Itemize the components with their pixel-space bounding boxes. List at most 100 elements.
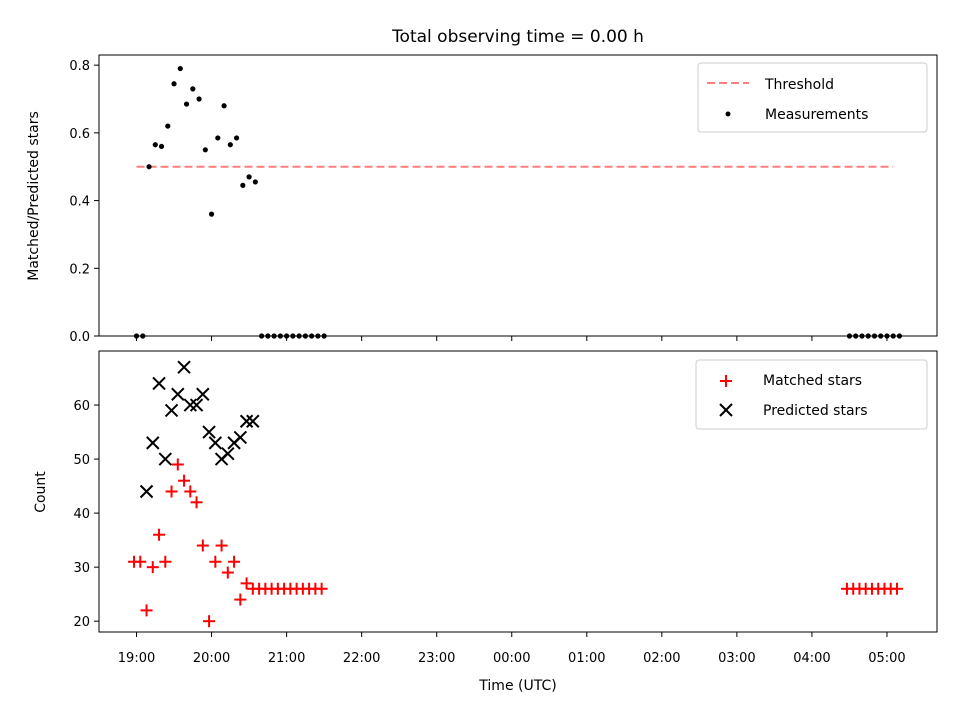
x-tick-label-7: 02:00 [643, 651, 680, 666]
matched-star-point-5 [159, 555, 172, 568]
x-tick-label-6: 01:00 [568, 651, 605, 666]
top-y-tick-label-0: 0.0 [69, 330, 90, 345]
measurement-point-14 [221, 103, 227, 109]
matched-star-point-17 [234, 593, 247, 606]
top-x-ticks [136, 336, 888, 341]
bottom-legend-box [695, 359, 928, 430]
matched-star-point-1 [134, 555, 147, 568]
bottom-axes-frame [98, 350, 938, 633]
predicted-star-point-7 [183, 398, 198, 412]
measurement-point-17 [240, 182, 246, 188]
measurement-point-16 [233, 135, 240, 141]
legend-threshold-label: Threshold [764, 77, 834, 93]
predicted-star-point-5 [171, 387, 185, 401]
bottom-y-tick-label-3: 50 [73, 453, 90, 468]
matched-star-point-14 [215, 539, 228, 552]
top-legend-box [697, 62, 928, 133]
measurement-point-6 [171, 81, 177, 87]
legend-matched-label: Matched stars [763, 373, 862, 389]
top-plot-content [133, 65, 903, 339]
bottom-y-axis-label: Count [33, 471, 49, 513]
x-tick-label-3: 22:00 [343, 651, 380, 666]
matched-star-point-39 [890, 582, 903, 595]
x-tick-label-9: 04:00 [793, 651, 830, 666]
bottom-legend: Matched stars Predicted stars [695, 359, 928, 430]
x-tick-label-8: 03:00 [718, 651, 755, 666]
predicted-star-point-0 [139, 484, 154, 499]
predicted-star-point-15 [233, 430, 248, 445]
x-axis-label: Time (UTC) [478, 678, 556, 694]
bottom-y-tick-label-4: 60 [73, 399, 90, 414]
predicted-star-point-9 [196, 387, 210, 401]
predicted-star-point-11 [208, 436, 223, 450]
x-tick-label-5: 00:00 [493, 651, 530, 666]
top-panel: 0.00.20.40.60.8 Matched/Predicted stars … [26, 54, 938, 345]
predicted-star-point-3 [158, 452, 172, 466]
top-y-tick-label-3: 0.6 [69, 127, 90, 142]
measurement-point-19 [252, 179, 258, 185]
matched-star-point-2 [140, 604, 153, 617]
measurement-point-2 [146, 164, 152, 170]
bottom-y-tick-label-0: 20 [73, 615, 90, 630]
chart-title: Total observing time = 0.00 h [391, 27, 644, 47]
x-tick-label-4: 23:00 [418, 651, 455, 666]
matched-star-point-4 [153, 528, 166, 541]
measurement-point-11 [202, 147, 208, 153]
x-tick-label-0: 19:00 [118, 651, 155, 666]
measurement-point-4 [158, 143, 165, 150]
top-y-tick-label-2: 0.4 [69, 195, 90, 210]
top-y-tick-label-1: 0.2 [69, 262, 90, 277]
x-tick-label-1: 20:00 [193, 651, 230, 666]
top-axes-frame [98, 54, 938, 337]
matched-star-point-9 [184, 485, 197, 498]
bottom-x-ticks: 19:00 20:00 21:00 22:00 23:00 00:00 01:00 02:00… [118, 632, 906, 666]
measurement-point-5 [165, 123, 171, 129]
top-legend: Threshold Measurements [697, 62, 928, 133]
measurement-point-12 [208, 211, 215, 217]
legend-predicted-label: Predicted stars [763, 403, 868, 419]
predicted-star-point-10 [202, 425, 216, 439]
measurement-point-8 [183, 101, 190, 107]
predicted-star-point-16 [239, 414, 254, 428]
matched-star-point-18 [240, 577, 253, 590]
x-tick-label-10: 05:00 [868, 651, 905, 666]
predicted-star-point-6 [177, 360, 191, 374]
predicted-star-point-1 [146, 436, 160, 450]
matched-star-point-11 [196, 539, 209, 552]
bottom-panel: 20 30 40 50 60 19:00 20:00 21:00 22:00 23:00 00:0… [33, 350, 938, 694]
measurement-point-18 [246, 174, 252, 180]
matched-star-point-10 [190, 496, 203, 509]
matched-star-point-7 [171, 458, 184, 471]
matched-star-point-6 [165, 485, 178, 498]
matched-star-point-15 [221, 566, 234, 579]
matched-star-point-13 [209, 555, 222, 568]
matched-star-point-30 [315, 582, 328, 595]
matched-star-point-12 [203, 615, 216, 628]
matched-star-point-16 [228, 555, 241, 568]
predicted-star-point-13 [221, 446, 235, 461]
top-y-tick-label-4: 0.8 [69, 59, 90, 74]
measurement-point-7 [177, 65, 183, 72]
measurement-point-13 [215, 135, 221, 141]
predicted-star-point-2 [152, 376, 166, 391]
bottom-y-ticks: 20 30 40 50 60 [73, 399, 99, 630]
matched-star-point-3 [146, 561, 159, 574]
measurement-point-10 [196, 96, 202, 102]
x-tick-label-2: 21:00 [268, 651, 305, 666]
top-y-axis-label: Matched/Predicted stars [26, 111, 42, 281]
legend-matched-marker [720, 375, 732, 387]
legend-measurements-label: Measurements [765, 107, 868, 123]
top-y-ticks: 0.0 0.2 0.4 0.6 0.8 [69, 59, 99, 345]
matched-star-point-8 [178, 474, 191, 487]
measurement-point-15 [227, 142, 233, 148]
legend-predicted-marker [719, 403, 733, 417]
bottom-plot-content [128, 360, 903, 628]
predicted-star-point-17 [246, 414, 260, 428]
measurement-point-9 [190, 86, 196, 92]
bottom-y-tick-label-1: 30 [73, 561, 90, 576]
predicted-star-point-8 [189, 398, 204, 412]
legend-measurements-marker [725, 111, 731, 117]
predicted-star-point-4 [164, 403, 179, 418]
measurement-point-3 [152, 142, 158, 148]
